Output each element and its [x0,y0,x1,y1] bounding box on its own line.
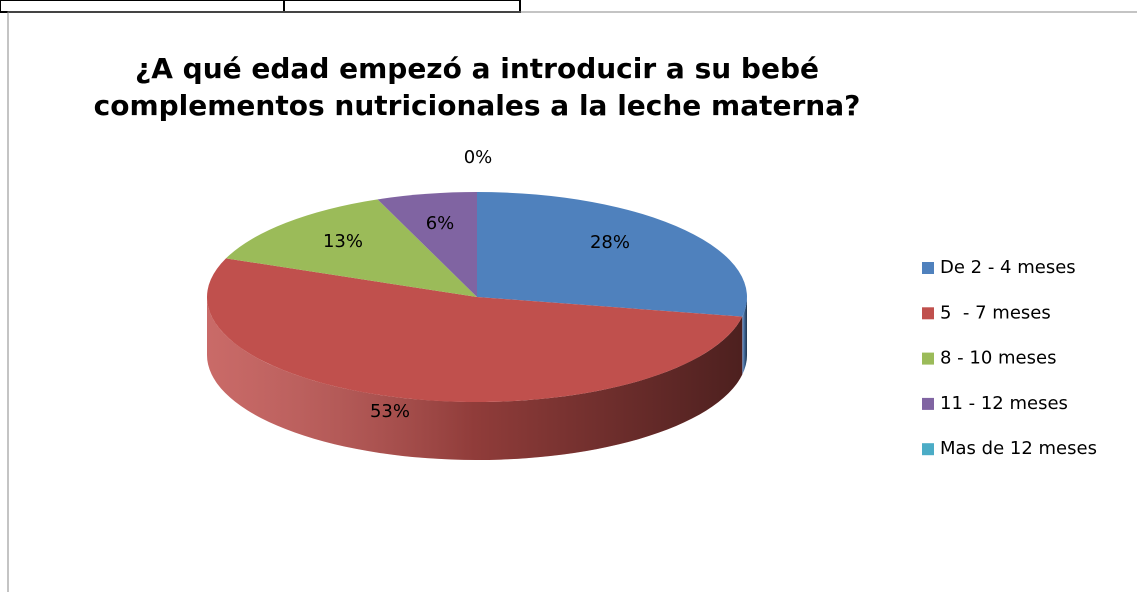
legend-label: 5 - 7 meses [940,302,1051,323]
slice [477,192,747,317]
chart-title: ¿A qué edad empezó a introducir a su beb… [93,52,861,122]
data-label: 28% [590,232,630,253]
legend-label: 8 - 10 meses [940,348,1056,369]
data-label: 13% [323,231,363,252]
legend-swatch [922,352,934,365]
table-cell [0,0,285,13]
chart-border [7,11,1137,592]
data-label: 0% [464,147,493,168]
pie-sides [207,297,747,460]
data-label: 6% [426,213,455,234]
legend-label: Mas de 12 meses [940,438,1097,459]
legend-label: 11 - 12 meses [940,393,1068,414]
slice [206,258,743,403]
slice [377,192,477,297]
legend-swatch [922,262,934,274]
legend-swatch [922,397,934,410]
table-cell [283,0,521,13]
legend: De 2 - 4 meses 5 - 7 meses 8 - 10 meses 11 … [922,257,1097,459]
legend-label: De 2 - 4 meses [940,257,1076,278]
slice-side-shade [207,297,743,460]
legend-swatch [922,307,934,320]
labels: 28% 53% 13% 6% 0% [323,147,630,422]
legend-swatch [922,443,934,456]
slice-side-shade [742,297,747,375]
data-label: 53% [370,401,410,422]
pie-tops [206,192,747,403]
slice [225,199,477,297]
